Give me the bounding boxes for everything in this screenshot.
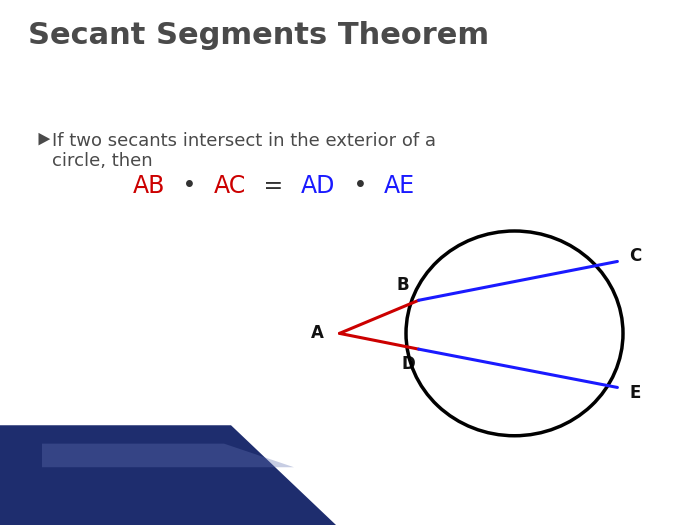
Text: B: B [397,276,410,293]
Text: =: = [256,174,290,198]
Polygon shape [38,133,50,145]
Text: AB: AB [133,174,165,198]
Text: AC: AC [214,174,246,198]
Text: C: C [629,247,642,265]
Text: E: E [630,384,641,402]
PathPatch shape [0,425,336,525]
Text: A: A [311,324,323,342]
Text: Secant Segments Theorem: Secant Segments Theorem [28,21,489,50]
Text: •: • [176,174,204,198]
Text: AD: AD [301,174,336,198]
Text: D: D [401,355,415,373]
Text: circle, then: circle, then [52,152,153,170]
PathPatch shape [42,444,294,467]
Text: •: • [346,174,375,198]
Text: If two secants intersect in the exterior of a: If two secants intersect in the exterior… [52,132,437,150]
Text: AE: AE [384,174,415,198]
